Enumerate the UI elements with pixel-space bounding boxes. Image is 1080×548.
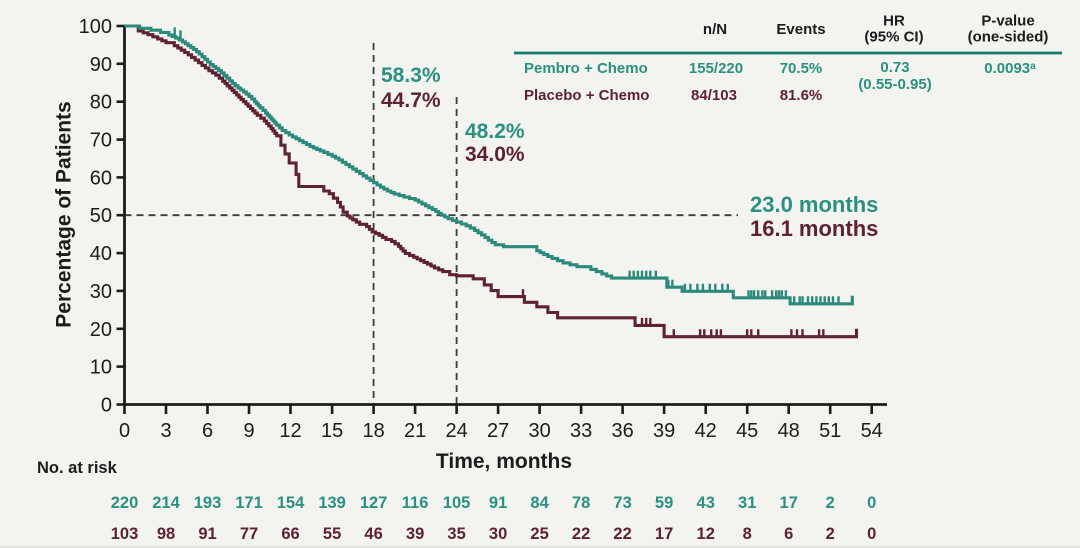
svg-text:34.0%: 34.0% — [465, 143, 525, 166]
svg-text:116: 116 — [402, 494, 429, 512]
svg-text:81.6%: 81.6% — [780, 87, 823, 104]
svg-text:17: 17 — [780, 494, 798, 512]
svg-text:214: 214 — [152, 494, 180, 512]
svg-text:58.3%: 58.3% — [381, 64, 441, 87]
svg-text:80: 80 — [90, 92, 112, 114]
svg-text:154: 154 — [277, 494, 305, 512]
svg-text:12: 12 — [279, 420, 301, 442]
svg-text:0.73: 0.73 — [880, 59, 909, 76]
svg-text:42: 42 — [695, 420, 717, 442]
svg-text:60: 60 — [90, 167, 112, 189]
svg-text:46: 46 — [364, 525, 382, 543]
svg-text:100: 100 — [79, 16, 112, 38]
svg-text:31: 31 — [738, 494, 756, 512]
svg-text:16.1 months: 16.1 months — [750, 216, 878, 241]
svg-text:139: 139 — [318, 494, 346, 512]
svg-text:Events: Events — [776, 21, 825, 38]
svg-text:No. at risk: No. at risk — [37, 459, 118, 477]
svg-text:3: 3 — [160, 420, 171, 442]
svg-text:36: 36 — [611, 420, 633, 442]
svg-text:78: 78 — [572, 494, 590, 512]
svg-text:2: 2 — [826, 494, 835, 512]
svg-text:2: 2 — [826, 525, 835, 543]
svg-text:193: 193 — [194, 494, 222, 512]
svg-text:24: 24 — [445, 420, 467, 442]
svg-text:n/N: n/N — [703, 21, 727, 38]
svg-text:0: 0 — [119, 420, 130, 442]
svg-text:171: 171 — [235, 494, 263, 512]
svg-text:20: 20 — [90, 319, 112, 341]
svg-text:18: 18 — [362, 420, 384, 442]
svg-text:70.5%: 70.5% — [780, 60, 823, 77]
svg-text:66: 66 — [281, 525, 299, 543]
svg-text:90: 90 — [90, 54, 112, 76]
svg-text:91: 91 — [489, 494, 507, 512]
svg-text:45: 45 — [736, 420, 758, 442]
svg-text:30: 30 — [489, 525, 507, 543]
svg-text:9: 9 — [243, 420, 254, 442]
svg-text:22: 22 — [613, 525, 631, 543]
svg-text:220: 220 — [111, 494, 139, 512]
svg-text:25: 25 — [530, 525, 548, 543]
svg-text:P-value: P-value — [981, 13, 1034, 30]
svg-text:55: 55 — [323, 525, 341, 543]
svg-text:33: 33 — [570, 420, 592, 442]
svg-text:40: 40 — [90, 243, 112, 265]
svg-text:0: 0 — [867, 525, 876, 543]
svg-text:73: 73 — [613, 494, 631, 512]
svg-text:27: 27 — [487, 420, 509, 442]
svg-text:48.2%: 48.2% — [465, 120, 525, 143]
svg-text:103: 103 — [111, 525, 139, 543]
svg-text:21: 21 — [404, 420, 426, 442]
svg-text:51: 51 — [819, 420, 841, 442]
svg-text:70: 70 — [90, 130, 112, 152]
svg-text:39: 39 — [653, 420, 675, 442]
svg-text:8: 8 — [743, 525, 752, 543]
svg-text:91: 91 — [198, 525, 216, 543]
svg-text:0.0093a: 0.0093a — [984, 60, 1036, 77]
svg-text:59: 59 — [655, 494, 673, 512]
svg-text:(one-sided): (one-sided) — [968, 29, 1049, 46]
svg-text:35: 35 — [447, 525, 465, 543]
svg-text:6: 6 — [202, 420, 213, 442]
svg-text:(95% CI): (95% CI) — [864, 29, 923, 46]
svg-text:17: 17 — [655, 525, 673, 543]
svg-text:Percentage of Patients: Percentage of Patients — [53, 101, 76, 327]
svg-text:84/103: 84/103 — [691, 87, 737, 104]
svg-text:84: 84 — [530, 494, 549, 512]
svg-text:6: 6 — [784, 525, 793, 543]
svg-text:39: 39 — [406, 525, 424, 543]
svg-text:30: 30 — [90, 281, 112, 303]
svg-text:48: 48 — [778, 420, 800, 442]
svg-text:12: 12 — [697, 525, 715, 543]
svg-text:Pembro + Chemo: Pembro + Chemo — [524, 60, 648, 77]
svg-text:105: 105 — [443, 494, 471, 512]
svg-text:HR: HR — [883, 13, 905, 30]
svg-text:30: 30 — [528, 420, 550, 442]
svg-text:23.0 months: 23.0 months — [750, 192, 878, 217]
svg-text:98: 98 — [157, 525, 175, 543]
svg-text:Placebo + Chemo: Placebo + Chemo — [524, 87, 649, 104]
svg-text:0: 0 — [101, 395, 112, 417]
svg-text:0: 0 — [867, 494, 876, 512]
svg-text:43: 43 — [697, 494, 715, 512]
svg-text:54: 54 — [861, 420, 883, 442]
svg-text:127: 127 — [360, 494, 388, 512]
svg-text:22: 22 — [572, 525, 590, 543]
svg-text:(0.55-0.95): (0.55-0.95) — [858, 76, 931, 93]
svg-text:Time, months: Time, months — [436, 450, 572, 473]
svg-text:155/220: 155/220 — [689, 60, 743, 77]
svg-text:15: 15 — [321, 420, 343, 442]
svg-text:10: 10 — [90, 357, 112, 379]
svg-text:44.7%: 44.7% — [381, 89, 441, 112]
svg-text:77: 77 — [240, 525, 258, 543]
svg-text:50: 50 — [90, 205, 112, 227]
